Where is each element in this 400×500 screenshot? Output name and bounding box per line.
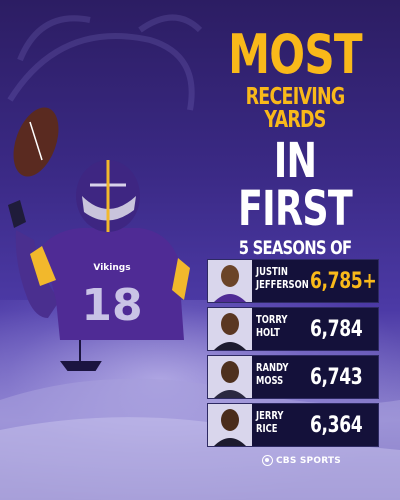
leaderboard-row: TORRY HOLT 6,784 <box>207 307 379 351</box>
headline: MOST RECEIVING YARDS IN FIRST 5 SEASONS … <box>200 28 390 277</box>
brand-label: CBS SPORTS <box>276 455 341 466</box>
leaderboard-row: JERRY RICE 6,364 <box>207 403 379 447</box>
player-name: JERRY RICE <box>256 410 284 435</box>
leaderboard-row: RANDY MOSS 6,743 <box>207 355 379 399</box>
player-name: JUSTIN JEFFERSON <box>256 266 309 291</box>
ship-silhouette <box>60 340 102 371</box>
jersey-number: 18 <box>81 280 142 331</box>
player-yards: 6,364 <box>310 413 363 438</box>
headline-line-2: RECEIVING YARDS <box>245 84 346 133</box>
headline-line-1: MOST <box>228 23 362 86</box>
avatar <box>208 260 252 302</box>
avatar <box>208 404 252 446</box>
avatar <box>208 356 252 398</box>
cbs-eye-icon <box>262 455 273 466</box>
jersey-team: Vikings <box>93 263 130 273</box>
headline-line-3: IN FIRST <box>238 133 353 237</box>
brand: CBS SPORTS <box>262 455 341 466</box>
player-name: RANDY MOSS <box>256 362 289 387</box>
player-name: TORRY HOLT <box>256 314 288 339</box>
leaderboard: JUSTIN JEFFERSON 6,785+ TORRY HOLT 6,784 R… <box>207 259 379 451</box>
vikings-logo-watermark <box>7 14 203 111</box>
player-yards: 6,785+ <box>310 269 377 294</box>
player-figure <box>8 107 190 340</box>
player-yards: 6,743 <box>310 365 363 390</box>
leaderboard-row: JUSTIN JEFFERSON 6,785+ <box>207 259 379 303</box>
player-yards: 6,784 <box>310 317 363 342</box>
avatar <box>208 308 252 350</box>
